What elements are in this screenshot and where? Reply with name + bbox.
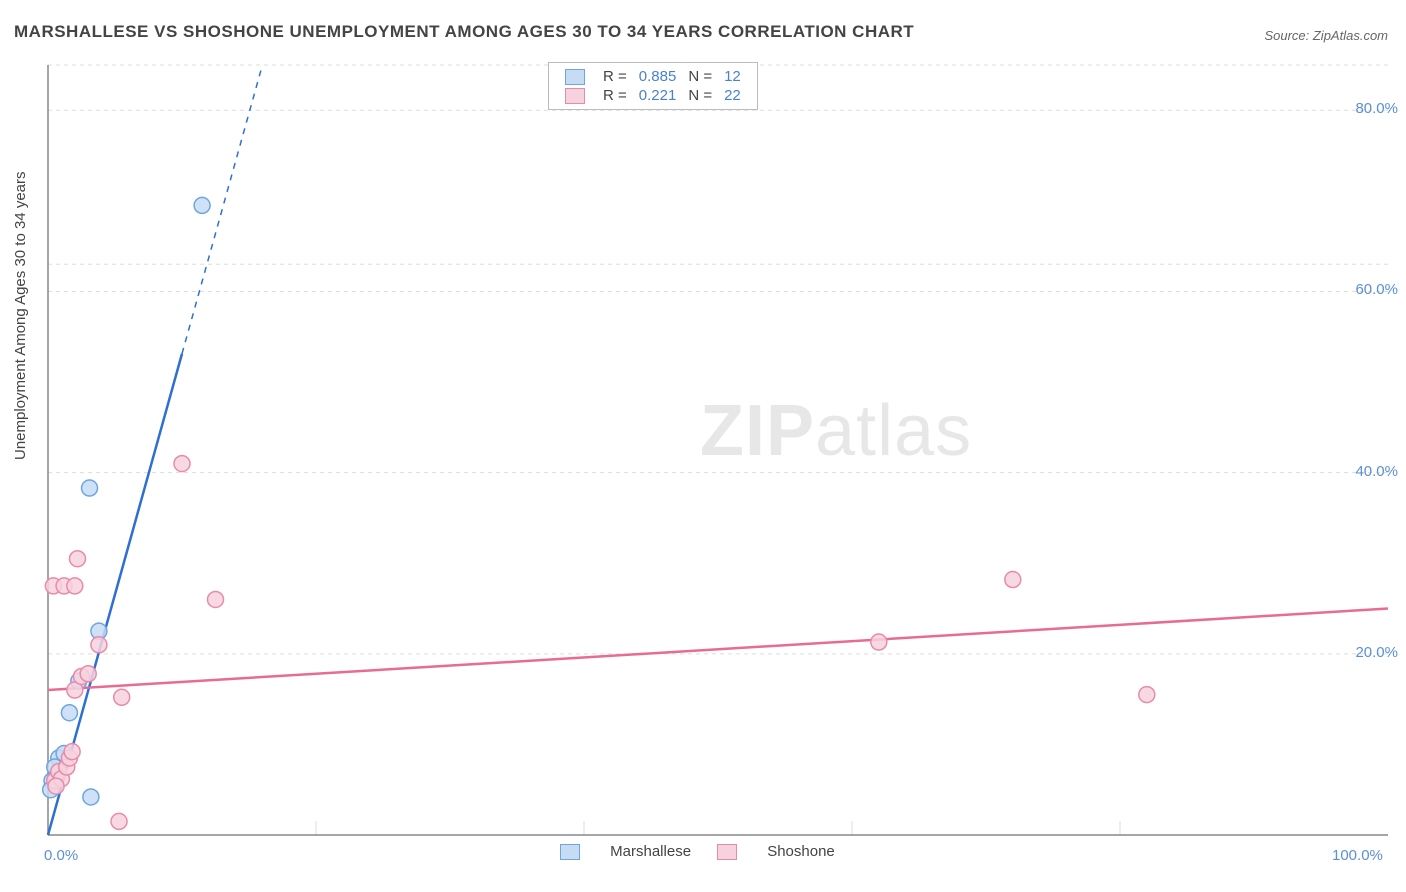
stats-legend: R =0.885N =12R =0.221N =22 (548, 62, 758, 110)
y-tick-label: 80.0% (1355, 100, 1398, 117)
series-legend: Marshallese Shoshone (560, 843, 861, 860)
y-tick-label: 20.0% (1355, 644, 1398, 661)
x-tick-label: 100.0% (1332, 847, 1383, 864)
y-tick-label: 40.0% (1355, 463, 1398, 480)
y-tick-label: 60.0% (1355, 281, 1398, 298)
watermark: ZIPatlas (700, 390, 972, 472)
legend-item: Marshallese (560, 843, 691, 860)
legend-item: Shoshone (717, 843, 835, 860)
x-tick-label: 0.0% (44, 847, 78, 864)
